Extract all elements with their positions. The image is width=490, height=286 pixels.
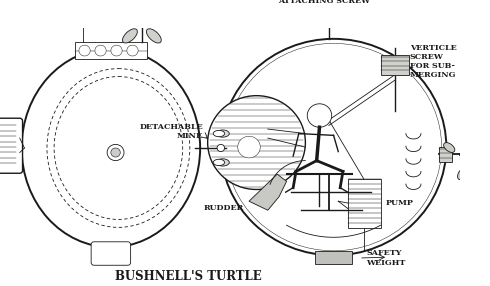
Ellipse shape — [475, 159, 485, 170]
Text: PUMP: PUMP — [385, 199, 413, 207]
Circle shape — [111, 45, 122, 56]
Text: PROPELLOR: PROPELLOR — [488, 130, 490, 187]
Ellipse shape — [213, 159, 224, 166]
FancyBboxPatch shape — [91, 242, 131, 265]
Ellipse shape — [216, 130, 229, 137]
Circle shape — [307, 104, 332, 127]
Circle shape — [238, 136, 260, 158]
Bar — [315, 251, 352, 264]
Text: RUDDER: RUDDER — [204, 204, 245, 212]
Bar — [381, 55, 409, 75]
Bar — [348, 179, 381, 228]
Ellipse shape — [464, 129, 473, 140]
Polygon shape — [249, 174, 287, 210]
Text: DETACHABLE
MINE: DETACHABLE MINE — [139, 123, 203, 140]
Ellipse shape — [25, 50, 197, 246]
Ellipse shape — [24, 50, 197, 246]
Circle shape — [107, 144, 124, 161]
Ellipse shape — [122, 29, 137, 43]
Circle shape — [225, 43, 441, 251]
Ellipse shape — [443, 143, 455, 152]
Bar — [75, 42, 147, 59]
Circle shape — [111, 148, 120, 157]
Ellipse shape — [22, 49, 200, 247]
Bar — [319, 12, 338, 25]
Circle shape — [79, 45, 90, 56]
Ellipse shape — [216, 159, 229, 166]
Ellipse shape — [122, 6, 137, 20]
Text: VERTICLE
SCREW
FOR SUB-
MERGING: VERTICLE SCREW FOR SUB- MERGING — [410, 43, 456, 79]
Circle shape — [217, 144, 224, 152]
Ellipse shape — [23, 49, 199, 247]
Circle shape — [127, 45, 138, 56]
Ellipse shape — [213, 130, 224, 137]
Ellipse shape — [147, 29, 161, 43]
Circle shape — [208, 96, 305, 190]
Ellipse shape — [147, 6, 161, 20]
Text: BUSHNELL'S TURTLE: BUSHNELL'S TURTLE — [115, 270, 261, 283]
Ellipse shape — [458, 168, 467, 180]
Bar — [439, 147, 452, 162]
Text: ATTACHING SCREW: ATTACHING SCREW — [278, 0, 370, 5]
FancyBboxPatch shape — [0, 118, 23, 173]
Text: SAFETY
WEIGHT: SAFETY WEIGHT — [367, 249, 406, 267]
Circle shape — [221, 39, 446, 255]
Circle shape — [95, 45, 106, 56]
